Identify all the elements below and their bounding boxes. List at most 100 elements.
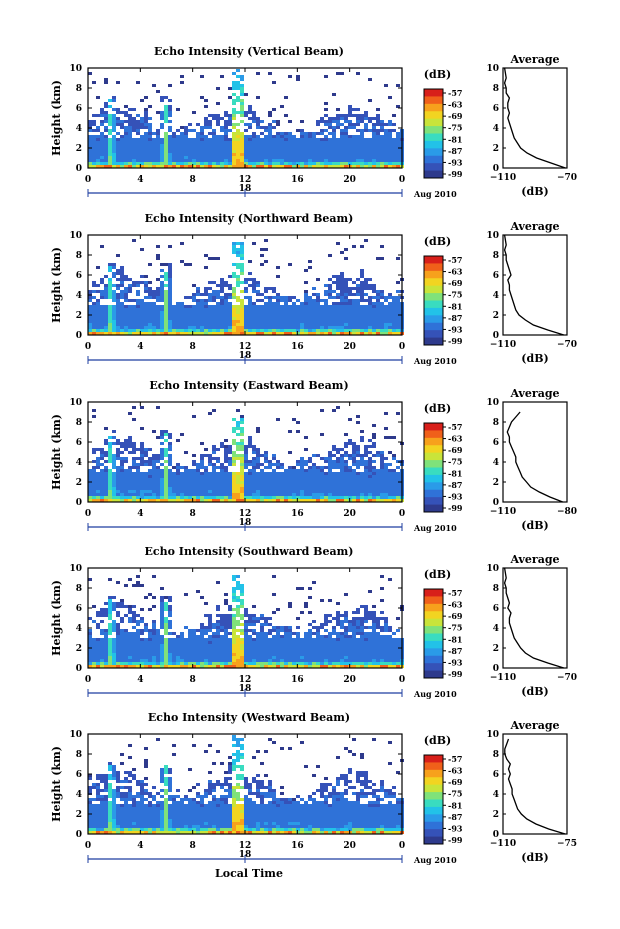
heatmap-cell [240, 317, 244, 320]
heatmap-cell [316, 132, 320, 135]
heatmap-cell [172, 662, 176, 665]
heatmap-cell [376, 299, 380, 302]
heatmap-cell [88, 159, 92, 162]
heatmap-cell [388, 302, 392, 305]
heatmap-cell [236, 141, 240, 144]
heatmap-cell [220, 320, 224, 323]
heatmap-cell [88, 320, 92, 323]
heatmap-cell [240, 311, 244, 314]
heatmap-cell [120, 138, 124, 141]
heatmap-cell [348, 135, 352, 138]
heatmap-cell [392, 165, 396, 168]
heatmap-cell [304, 463, 308, 466]
heatmap-cell [132, 445, 136, 448]
heatmap-cell [240, 584, 244, 587]
heatmap-cell [184, 156, 188, 159]
heatmap-cell [352, 320, 356, 323]
heatmap-cell [140, 484, 144, 487]
heatmap-cell [264, 638, 268, 641]
heatmap-cell [172, 466, 176, 469]
heatmap-cell [160, 499, 164, 502]
heatmap-cell [196, 138, 200, 141]
heatmap-cell [200, 144, 204, 147]
heatmap-cell [116, 653, 120, 656]
heatmap-cell [144, 662, 148, 665]
heatmap-cell [240, 653, 244, 656]
profile-x-tick-label: −80 [557, 507, 577, 517]
heatmap-cell [232, 481, 236, 484]
heatmap-cell [260, 475, 264, 478]
heatmap-cell [388, 320, 392, 323]
heatmap-cell [124, 293, 128, 296]
heatmap-cell [344, 132, 348, 135]
heatmap-cell [160, 442, 164, 445]
heatmap-cell [204, 314, 208, 317]
heatmap-cell [200, 623, 204, 626]
heatmap-cell [152, 629, 156, 632]
heatmap-cell [212, 665, 216, 668]
heatmap-cell [152, 478, 156, 481]
heatmap-cell [380, 451, 384, 454]
heatmap-cell [124, 278, 128, 281]
heatmap-cell [144, 629, 148, 632]
heatmap-cell [212, 329, 216, 332]
heatmap-cell [120, 150, 124, 153]
heatmap-cell [316, 466, 320, 469]
heatmap-cell [352, 448, 356, 451]
heatmap-cell [316, 144, 320, 147]
heatmap-cell [280, 626, 284, 629]
heatmap-cell [264, 481, 268, 484]
heatmap-cell [368, 165, 372, 168]
heatmap-cell [264, 635, 268, 638]
heatmap-cell [120, 656, 124, 659]
heatmap-cell [364, 281, 368, 284]
heatmap-cell [204, 311, 208, 314]
heatmap-cell [232, 656, 236, 659]
heatmap-cell [128, 320, 132, 323]
heatmap-cell [288, 650, 292, 653]
heatmap-cell [396, 141, 400, 144]
heatmap-cell [324, 75, 328, 78]
heatmap-cell [240, 475, 244, 478]
heatmap-cell [260, 162, 264, 165]
heatmap-cell [132, 326, 136, 329]
heatmap-cell [320, 138, 324, 141]
heatmap-cell [88, 662, 92, 665]
heatmap-cell [176, 129, 180, 132]
heatmap-cell [196, 159, 200, 162]
heatmap-cell [364, 239, 368, 242]
heatmap-cell [120, 647, 124, 650]
heatmap-cell [172, 320, 176, 323]
heatmap-cell [308, 457, 312, 460]
profile-x-tick-label: −70 [557, 340, 577, 350]
heatmap-cell [180, 144, 184, 147]
heatmap-cell [112, 665, 116, 668]
heatmap-cell [356, 320, 360, 323]
heatmap-cell [296, 463, 300, 466]
heatmap-cell [108, 602, 112, 605]
heatmap-cell [208, 635, 212, 638]
heatmap-cell [268, 144, 272, 147]
heatmap-cell [172, 475, 176, 478]
heatmap-cell [148, 638, 152, 641]
heatmap-cell [100, 329, 104, 332]
heatmap-cell [328, 469, 332, 472]
heatmap-cell [332, 281, 336, 284]
heatmap-cell [208, 144, 212, 147]
heatmap-cell [172, 332, 176, 335]
heatmap-cell [132, 159, 136, 162]
heatmap-cell [344, 445, 348, 448]
heatmap-cell [152, 650, 156, 653]
heatmap-cell [380, 296, 384, 299]
heatmap-cell [320, 487, 324, 490]
heatmap-cell [252, 162, 256, 165]
heatmap-cell [312, 454, 316, 457]
heatmap-cell [224, 665, 228, 668]
heatmap-cell [368, 117, 372, 120]
heatmap-cell [280, 478, 284, 481]
heatmap-cell [348, 123, 352, 126]
heatmap-cell [372, 320, 376, 323]
heatmap-cell [188, 123, 192, 126]
heatmap-cell [148, 311, 152, 314]
heatmap-cell [220, 305, 224, 308]
